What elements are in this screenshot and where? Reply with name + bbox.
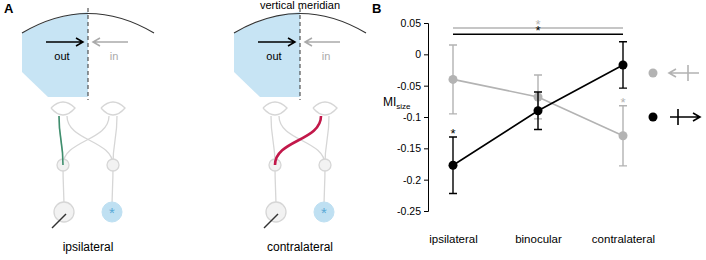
y-tick [424,86,428,87]
cortex-marker: * [109,204,115,221]
in-label: in [322,50,331,62]
pathways [51,102,125,222]
error-bar [449,137,457,193]
y-axis-label: MIsize [383,95,411,111]
out-label: out [54,50,69,62]
y-tick [424,148,428,149]
data-point [449,75,458,84]
x-tick-label: ipsilateral [429,233,478,245]
cortex-highlight [102,202,122,222]
y-tick [424,54,428,55]
legend-arrow [669,65,699,81]
error-bar [534,92,542,130]
lgn [319,159,331,171]
panel-label: B [372,1,381,16]
series-line [453,65,623,165]
arrow-in [305,38,340,46]
lgn [107,159,119,171]
pipette [52,214,66,228]
pathway [63,116,109,165]
y-tick-label: 0 [415,48,421,60]
error-bar [619,42,627,88]
y-tick-label: -0.05 [397,80,421,92]
legend [649,65,701,125]
in-label: in [110,50,119,62]
x-tick-label: binocular [515,233,562,245]
pathway [67,116,113,165]
y-tick [424,211,428,212]
vertical-meridian [300,8,301,100]
diagram-panel: out in * ipsilateral [22,8,154,254]
data-point [619,60,628,69]
pipette [264,214,278,228]
pathway [59,116,63,165]
x-axis: ipsilateral binocular contralateral [429,233,655,245]
panel-label: A [4,1,14,16]
y-tick [424,180,428,181]
cortex [54,202,74,222]
annotations: **** [450,17,625,141]
y-label-sub: size [396,102,411,111]
data-point [449,161,458,170]
significance-star: * [620,95,625,110]
highlighted-pathway [59,116,63,165]
cortex-marker: * [321,204,327,221]
y-tick-label: -0.25 [397,205,421,217]
visual-field-region [234,12,300,97]
out-label: out [266,50,281,62]
vertical-meridian [88,8,89,100]
diagram-panel: out in * contralateral [234,8,366,254]
y-tick-label: -0.2 [403,174,421,186]
pathway [271,116,275,165]
data-point [534,106,543,115]
error-bar [619,106,627,166]
legend-marker [649,69,658,78]
bracket-star: * [535,23,540,38]
pathway [275,116,321,165]
y-label-main: MI [383,95,396,109]
y-tick-label: 0.05 [401,17,422,29]
pathways [263,102,337,222]
x-tick-label: contralateral [592,233,655,245]
y-tick-label: -0.15 [397,142,421,154]
significance-star: * [450,126,455,141]
eye [263,102,287,115]
arrow-in [93,38,128,46]
y-tick [424,117,428,118]
eye [51,102,75,115]
cortex-highlight [314,202,334,222]
y-tick-label: -0.1 [403,111,421,123]
figure: Aout in * ipsilateral out in * contralateral ver… [0,0,706,260]
y-tick [424,23,428,24]
arrow-out [258,38,295,46]
panel-title: contralateral [267,240,333,254]
cortex [266,202,286,222]
legend-arrow [670,109,700,125]
panel-title: ipsilateral [63,240,114,254]
plot-area [449,42,628,194]
pathway [325,116,329,165]
legend-marker [649,113,658,122]
eye [313,102,337,115]
meridian-label: vertical meridian [260,0,340,11]
highlighted-pathway [275,116,321,165]
arrow-out [46,38,83,46]
y-axis-line [424,24,429,212]
pathway [113,116,117,165]
data-point [619,131,628,140]
eye [101,102,125,115]
visual-field-region [22,12,88,97]
y-axis: 0.05 0 -0.05 -0.1 -0.15 -0.2 -0.25 [397,17,428,217]
error-bar [449,45,457,114]
